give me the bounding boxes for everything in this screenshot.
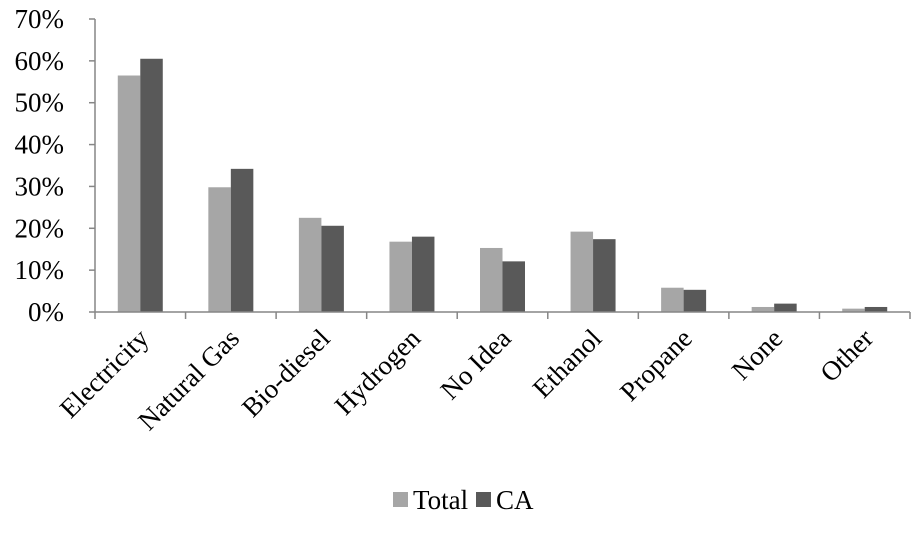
y-tick-label: 60%	[15, 46, 65, 76]
bar-ca-bio-diesel	[321, 225, 344, 312]
x-category-label: Hydrogen	[329, 323, 427, 421]
y-tick-label: 0%	[28, 297, 64, 327]
x-category-label: Other	[814, 323, 879, 388]
x-category-label: Bio-diesel	[236, 323, 336, 423]
bar-total-electricity	[117, 75, 141, 312]
bar-ca-no-idea	[502, 261, 525, 312]
bar-total-other	[842, 308, 865, 312]
legend-label-total: Total	[413, 485, 468, 515]
y-tick-labels: 0% 10% 20% 30% 40% 50% 60% 70%	[15, 4, 65, 327]
y-tick-label: 20%	[15, 213, 65, 243]
bar-total-hydrogen	[389, 241, 412, 312]
bar-total-ethanol	[570, 231, 594, 312]
x-category-label: None	[726, 323, 789, 386]
bar-ca-other	[864, 306, 888, 312]
bar-total-propane	[661, 287, 684, 312]
bar-ca-natural-gas	[230, 168, 254, 312]
y-tick-label: 50%	[15, 88, 65, 118]
x-category-label: No Idea	[435, 323, 517, 405]
x-category-label: Ethanol	[527, 323, 608, 404]
y-tick-label: 10%	[15, 255, 65, 285]
legend-label-ca: CA	[496, 485, 534, 515]
axes-layer	[89, 18, 911, 319]
bar-ca-hydrogen	[411, 236, 435, 312]
bar-ca-propane	[683, 289, 707, 312]
bar-total-bio-diesel	[298, 217, 322, 312]
bar-total-none	[751, 306, 775, 312]
bar-ca-ethanol	[593, 239, 616, 312]
bars-layer	[117, 58, 888, 313]
bar-total-no-idea	[480, 247, 503, 312]
x-category-label: Propane	[614, 323, 698, 407]
bar-ca-none	[774, 303, 797, 312]
y-tick-label: 70%	[15, 4, 65, 34]
legend-swatch-total	[393, 492, 408, 507]
y-tick-label: 40%	[15, 130, 65, 160]
y-tick-label: 30%	[15, 171, 65, 201]
legend-swatch-ca	[476, 492, 491, 507]
legend: Total CA	[393, 485, 534, 515]
bar-ca-electricity	[140, 58, 163, 313]
bar-total-natural-gas	[208, 187, 231, 312]
